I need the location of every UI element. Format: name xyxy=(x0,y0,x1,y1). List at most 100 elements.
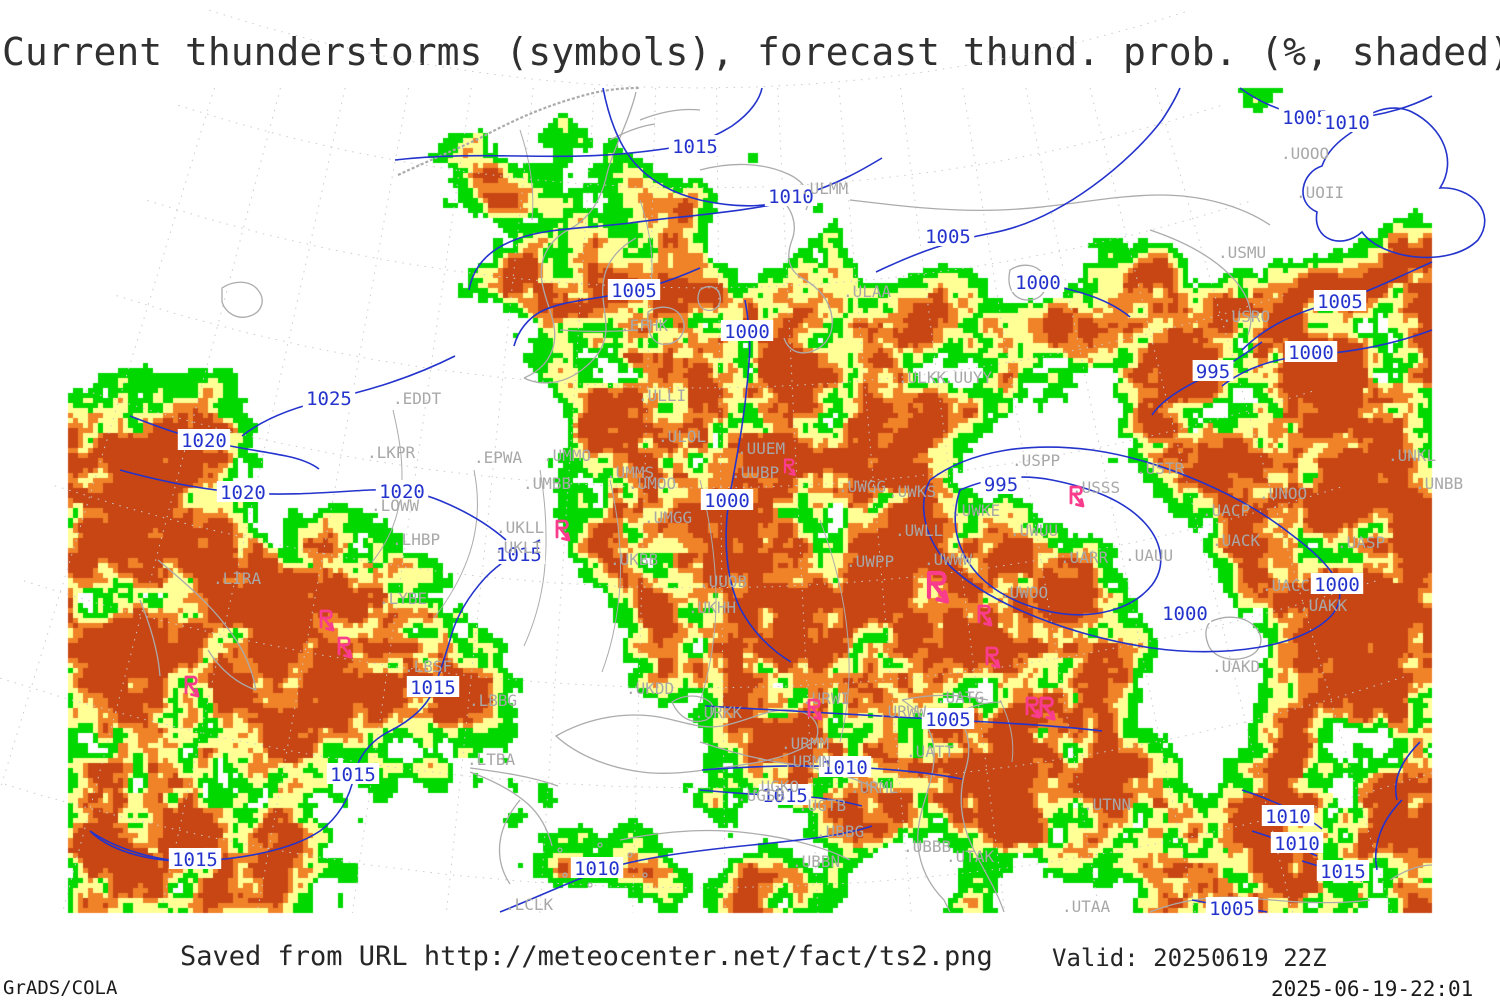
isobar-line xyxy=(129,415,320,470)
isobar-line xyxy=(499,825,873,913)
station-label: .UNKL xyxy=(1388,446,1436,465)
station-label: .UUYY xyxy=(944,368,993,387)
thunderstorm-symbol xyxy=(555,519,571,542)
isobar-label-box xyxy=(921,225,975,246)
station-label: .UWUU xyxy=(1010,521,1058,540)
station-label: .UTAA xyxy=(1062,897,1111,916)
coastline xyxy=(523,469,547,647)
isobar-label-box xyxy=(1310,573,1364,594)
island xyxy=(597,842,603,848)
isobar-label-box xyxy=(406,676,460,697)
station-label: .UKLL xyxy=(496,518,544,537)
station-label: .LOWW xyxy=(371,496,420,515)
station-label: .UBBG xyxy=(816,822,864,841)
coastline xyxy=(469,767,559,787)
coastline xyxy=(469,771,553,847)
isobar-label-box xyxy=(302,387,356,408)
isobar-label: 1005 xyxy=(925,709,971,731)
isobar-label: 1020 xyxy=(181,430,227,452)
graticule-meridian xyxy=(445,87,534,914)
graticule-meridian xyxy=(632,87,657,914)
isobar-label-box xyxy=(1192,360,1234,381)
isobar-label: 1005 xyxy=(1317,291,1363,313)
station-label: .UUEM xyxy=(737,439,785,458)
thunderstorm-symbol xyxy=(977,604,993,627)
station-label: .UNOO xyxy=(1259,484,1307,503)
station-label: .UACK xyxy=(1212,531,1261,550)
station-label: .URMN xyxy=(783,752,831,771)
isobar-label-box xyxy=(980,473,1022,494)
station-label: .UBBN xyxy=(792,852,840,871)
station-label: .UMOO xyxy=(628,474,676,493)
saved-from-url-note: Saved from URL http://meteocenter.net/fa… xyxy=(180,941,993,972)
coastline xyxy=(1389,864,1433,881)
station-label: .USRO xyxy=(1222,307,1270,326)
coastline xyxy=(639,199,653,293)
station-label: .LBBG xyxy=(469,691,517,710)
coastline xyxy=(999,699,1014,763)
station-label: .UKLI xyxy=(494,538,542,557)
graticule-meridian xyxy=(1154,87,1393,914)
graticule-parallel xyxy=(147,200,1253,289)
isobar-line xyxy=(394,87,763,161)
isobar-line xyxy=(602,87,883,207)
isobar-label-box xyxy=(607,279,661,300)
station-label: .ULLI xyxy=(638,386,686,405)
graticule-parallel xyxy=(209,9,1191,89)
station-label: .UNBB xyxy=(1415,474,1463,493)
coastline xyxy=(554,709,819,774)
station-label: .UWLL xyxy=(895,521,943,540)
thunderstorm-symbol xyxy=(1069,485,1085,508)
coastline xyxy=(619,829,851,861)
station-label: .UMGG xyxy=(644,508,692,527)
station-label: .ULMM xyxy=(800,179,848,198)
station-label: .LCLK xyxy=(505,895,554,914)
isobar-label: 1005 xyxy=(925,226,971,248)
coastline xyxy=(954,701,1005,913)
isobar-label: 1020 xyxy=(379,481,425,503)
station-label: .UTAK xyxy=(946,847,995,866)
isobar-label: 1010 xyxy=(1265,806,1311,828)
station-label: .UOII xyxy=(1296,183,1344,202)
coastline xyxy=(697,285,721,312)
isobar-line xyxy=(1302,107,1486,259)
station-label: .LHBP xyxy=(392,530,440,549)
grads-credit: GrADS/COLA xyxy=(3,977,118,999)
station-label: .UUOB xyxy=(699,572,747,591)
island xyxy=(587,882,593,888)
coastline xyxy=(819,519,850,743)
isobar-label-box xyxy=(216,481,270,502)
isobar-label: 1015 xyxy=(496,544,542,566)
isobar-label-box xyxy=(326,763,380,784)
graticule-meridian xyxy=(256,87,410,914)
station-label: .UWOO xyxy=(1000,583,1048,602)
station-label: .UOOO xyxy=(1281,144,1329,163)
island xyxy=(627,852,633,858)
isobar-label: 1015 xyxy=(172,849,218,871)
isobar-line xyxy=(875,87,1181,273)
isobar-label-box xyxy=(1270,832,1324,853)
station-label: .LYBE xyxy=(379,589,427,608)
isobar-label: 1000 xyxy=(724,321,770,343)
isobar-line xyxy=(89,830,171,861)
thunderstorm-symbol xyxy=(1025,696,1041,719)
coastline xyxy=(699,479,717,703)
station-label: .ULAA xyxy=(843,282,892,301)
isobar-label-box xyxy=(921,708,975,729)
isobar-label: 1010 xyxy=(1274,833,1320,855)
thunderstorm-symbol xyxy=(184,675,200,698)
station-label: .UUBP xyxy=(731,463,779,482)
isobar-label: 1005 xyxy=(1282,107,1328,129)
coastline xyxy=(1149,896,1371,913)
coastline xyxy=(433,469,478,619)
graticule-meridian xyxy=(0,87,215,792)
isobar-label-box xyxy=(700,489,754,510)
isobar-label: 995 xyxy=(984,474,1018,496)
station-label: .UACP xyxy=(1202,501,1250,520)
isobar-label-box xyxy=(1313,290,1367,311)
graticule-parallel xyxy=(54,485,1346,589)
isobar-label-box xyxy=(570,857,624,878)
coastline xyxy=(639,108,701,121)
isobar-label: 1010 xyxy=(822,757,868,779)
